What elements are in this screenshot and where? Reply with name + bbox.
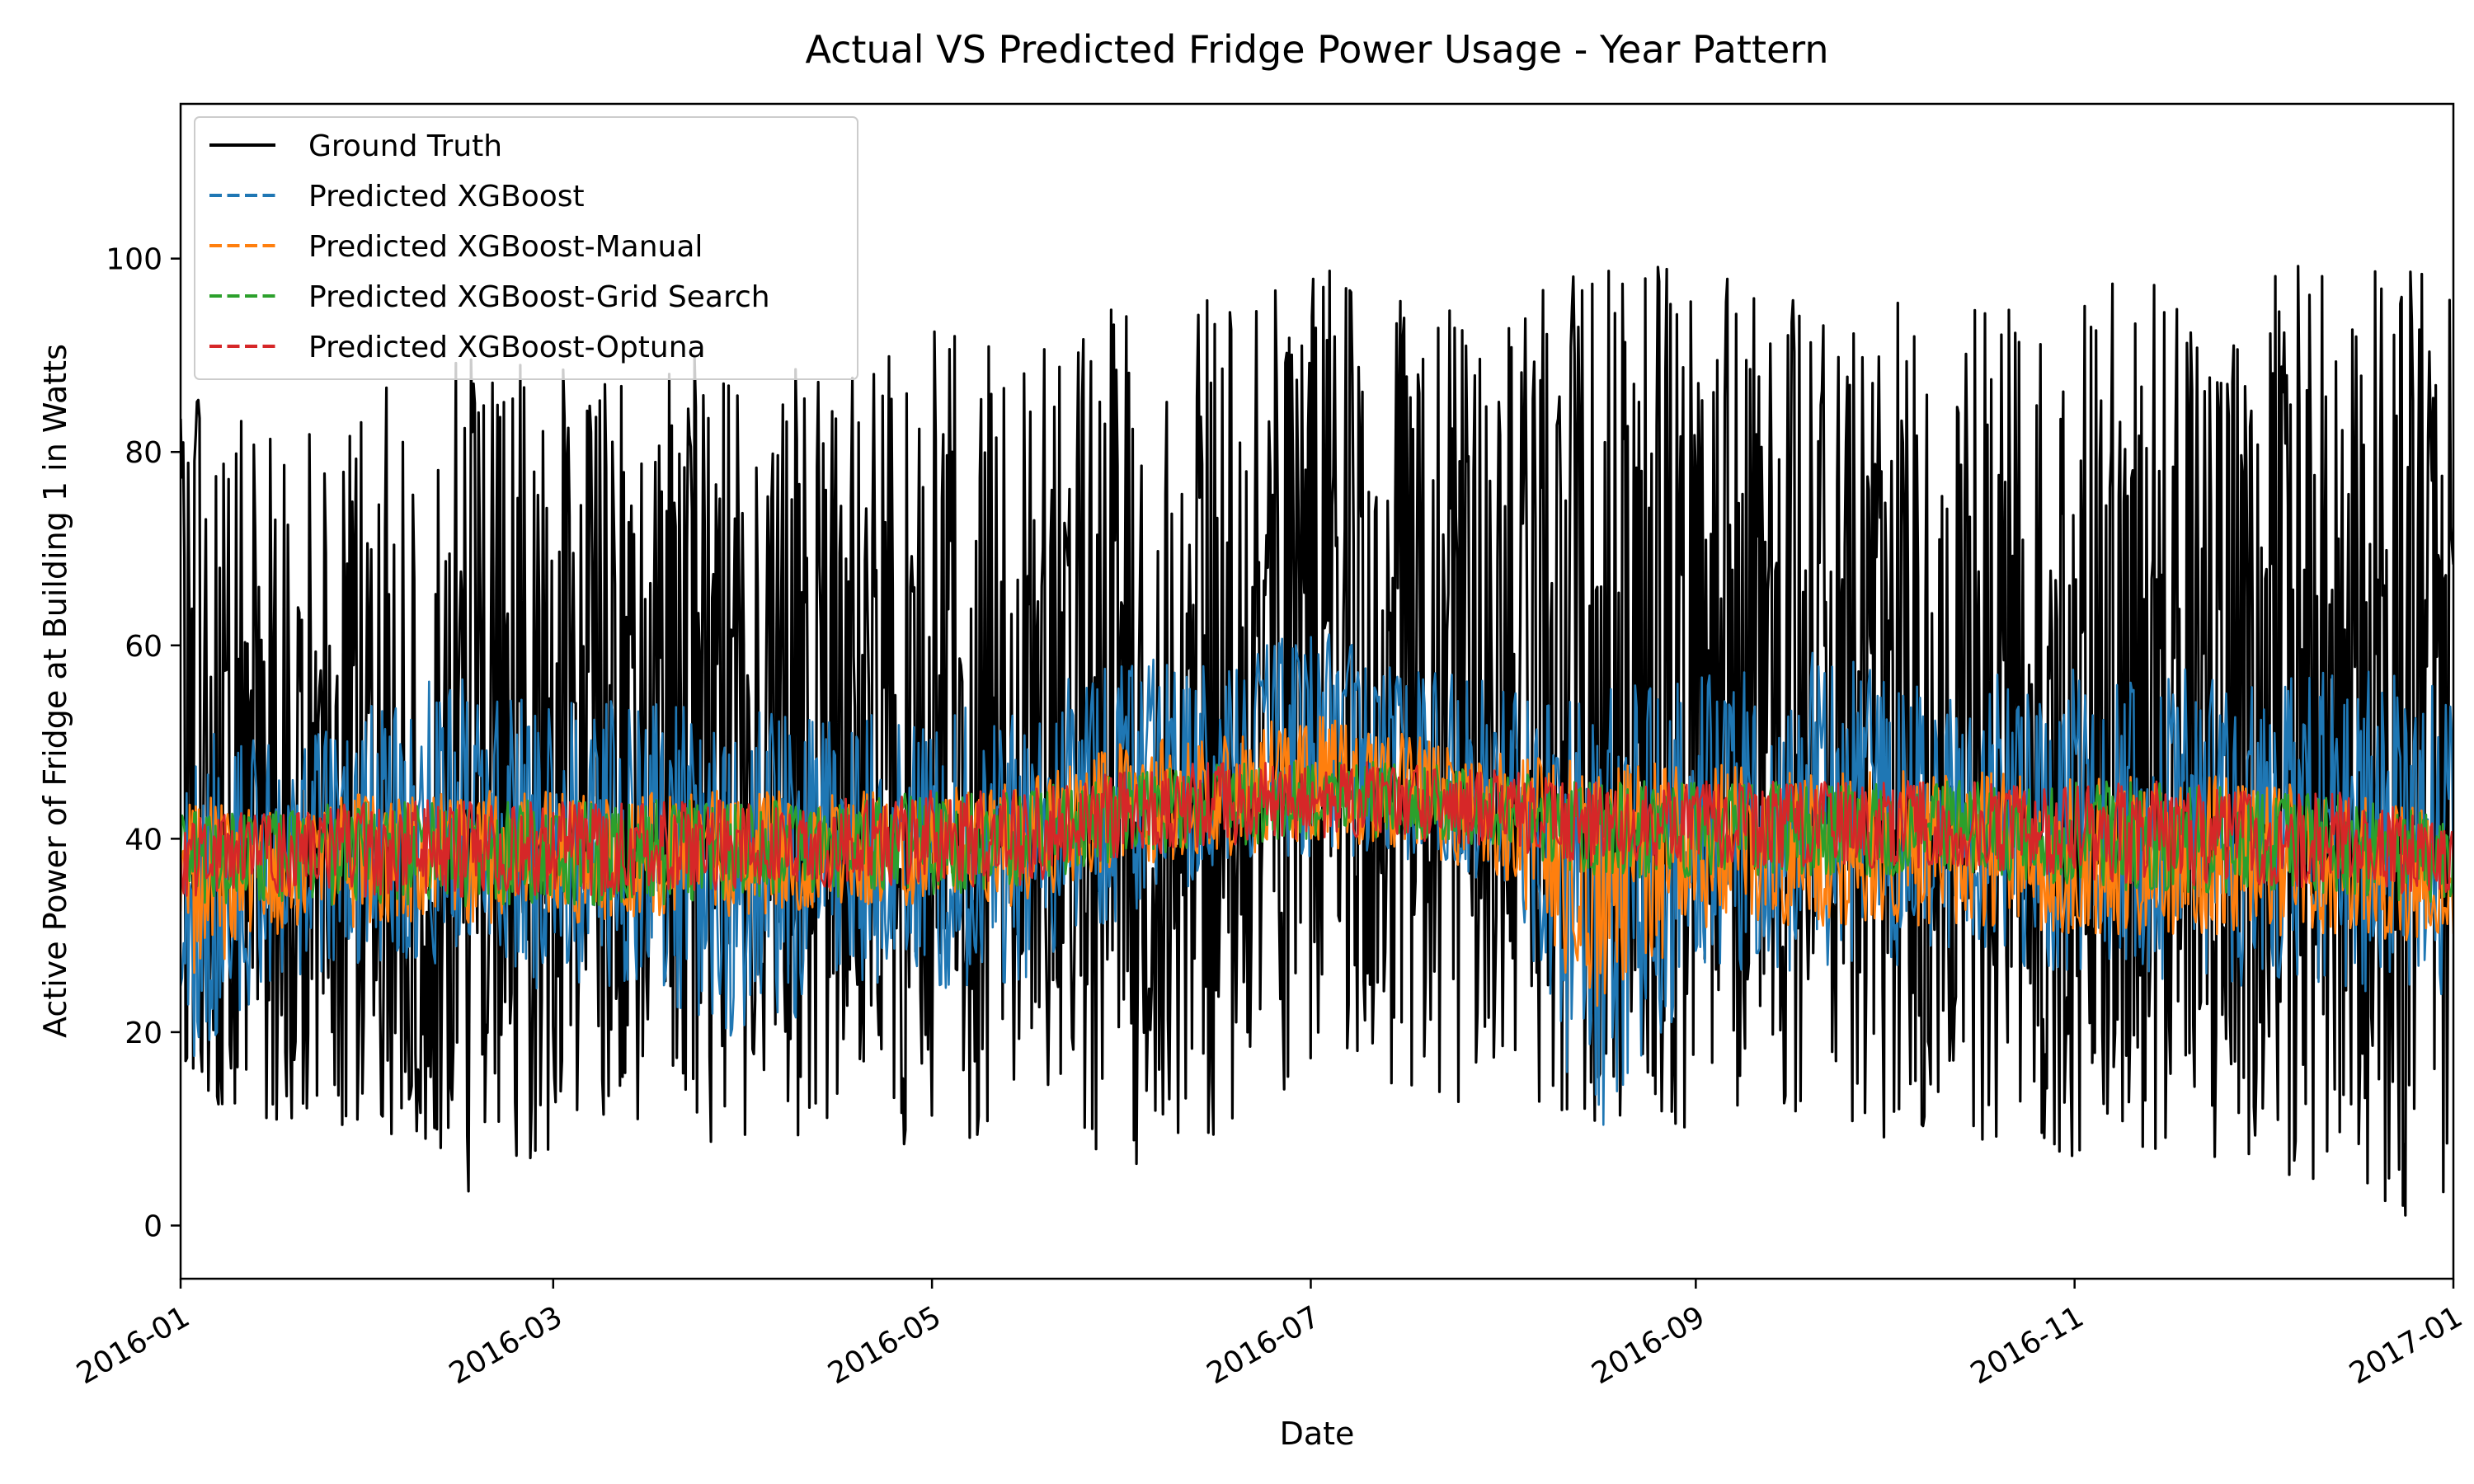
chart-title: Actual VS Predicted Fridge Power Usage -… [805,27,1828,72]
series-line-0 [181,265,2453,1217]
x-tick-label: 2016-09 [1587,1300,1711,1392]
legend-entry: Predicted XGBoost [308,180,585,214]
legend-entry: Predicted XGBoost-Grid Search [308,280,770,314]
x-tick-label: 2017-01 [2344,1300,2468,1392]
plot-frame [179,102,2455,1280]
y-tick-label: 0 [143,1209,162,1243]
y-tick-label: 60 [125,630,162,664]
y-tick-label: 20 [125,1017,162,1050]
legend-box [194,116,858,380]
x-tick-label: 2016-05 [822,1300,947,1392]
series-layer [181,265,2453,1217]
legend-entry: Predicted XGBoost-Manual [308,230,703,264]
series-line-4 [181,761,2453,898]
x-tick-label: 2016-07 [1202,1300,1326,1392]
legend-entry: Predicted XGBoost-Optuna [308,331,706,364]
y-tick-label: 100 [106,243,162,277]
legend: Ground Truth Predicted XGBoost Predicted X… [194,116,858,380]
y-tick-label: 80 [125,436,162,470]
x-axis-label: Date [1280,1416,1355,1452]
x-tick-label: 2016-11 [1965,1300,2090,1392]
x-tick-label: 2016-03 [444,1300,568,1392]
y-axis-label: Active Power of Fridge at Building 1 in … [37,344,73,1038]
legend-entry: Ground Truth [308,129,502,163]
x-tick-label: 2016-01 [71,1300,195,1392]
y-tick-label: 40 [125,823,162,857]
x-axis: 2016-01 2016-03 2016-05 2016-07 2016-09 2016-… [71,1279,2468,1391]
y-axis: 0 20 40 60 80 100 [106,243,181,1243]
